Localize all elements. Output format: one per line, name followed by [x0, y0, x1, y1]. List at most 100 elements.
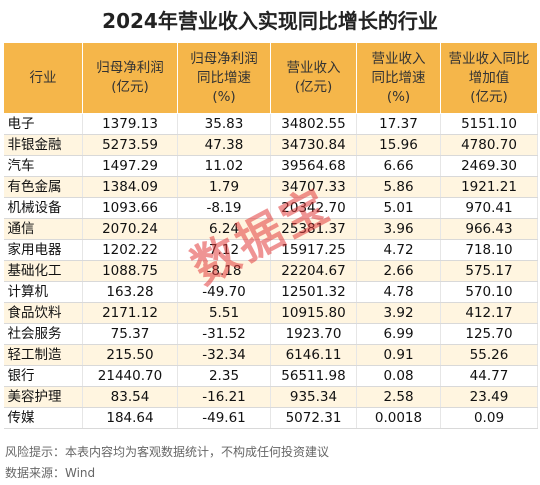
value-cell: 184.64	[82, 407, 178, 429]
table-row: 计算机 163.28 -49.70 12501.32 4.78 570.10	[3, 281, 538, 303]
industry-name-cell: 美容护理	[3, 386, 83, 408]
industry-name-cell: 非银金融	[3, 134, 83, 156]
value-cell: 570.10	[440, 281, 538, 303]
column-header-line: (亿元)	[470, 88, 508, 105]
value-cell: 1088.75	[82, 260, 178, 282]
column-header-line: (%)	[386, 88, 411, 105]
page-title: 2024年营业收入实现同比增长的行业	[102, 9, 438, 33]
industry-name-cell: 计算机	[3, 281, 83, 303]
table-row: 美容护理 83.54 -16.21 935.34 2.58 23.49	[3, 386, 538, 408]
industry-name-cell: 食品饮料	[3, 302, 83, 324]
value-cell: 2.58	[356, 386, 441, 408]
value-cell: 25381.37	[270, 218, 357, 240]
value-cell: 215.50	[82, 344, 178, 366]
value-cell: -16.21	[177, 386, 271, 408]
table-row: 有色金属 1384.09 1.79 34707.33 5.86 1921.21	[3, 176, 538, 198]
value-cell: 2070.24	[82, 218, 178, 240]
value-cell: 21440.70	[82, 365, 178, 387]
column-header-line: 归母净利润	[96, 60, 164, 76]
value-cell: 1923.70	[270, 323, 357, 345]
industry-name-cell: 银行	[3, 365, 83, 387]
industry-name-cell: 有色金属	[3, 176, 83, 198]
value-cell: 4.72	[356, 239, 441, 261]
value-cell: 4780.70	[440, 134, 538, 156]
column-header-line: 增加值	[468, 69, 510, 86]
value-cell: 4.78	[356, 281, 441, 303]
industry-name-cell: 机械设备	[3, 197, 83, 219]
value-cell: 575.17	[440, 260, 538, 282]
table-row: 社会服务 75.37 -31.52 1923.70 6.99 125.70	[3, 323, 538, 345]
value-cell: 20342.70	[270, 197, 357, 219]
column-header-line: (亿元)	[294, 79, 333, 95]
value-cell: 15.96	[356, 134, 441, 156]
industry-name-cell: 传媒	[3, 407, 83, 429]
value-cell: 10915.80	[270, 302, 357, 324]
value-cell: 2469.30	[440, 155, 538, 177]
value-cell: 47.38	[177, 134, 271, 156]
value-cell: 1093.66	[82, 197, 178, 219]
value-cell: 0.09	[440, 407, 538, 429]
table-row: 通信 2070.24 6.24 25381.37 3.96 966.43	[3, 218, 538, 240]
value-cell: 5151.10	[440, 113, 538, 135]
value-cell: 1921.21	[440, 176, 538, 198]
column-header-line: (亿元)	[111, 79, 149, 95]
value-cell: 2171.12	[82, 302, 178, 324]
industry-name-cell: 通信	[3, 218, 83, 240]
table-row: 电子 1379.13 35.83 34802.55 17.37 5151.10	[3, 113, 538, 135]
source-note: 数据来源：Wind	[5, 466, 96, 480]
column-header-line: 归母净利润	[190, 50, 258, 67]
table-row: 汽车 1497.29 11.02 39564.68 6.66 2469.30	[3, 155, 538, 177]
column-header: 行业	[3, 42, 83, 114]
value-cell: 0.91	[356, 344, 441, 366]
value-cell: 39564.68	[270, 155, 357, 177]
table-row: 家用电器 1202.22 7.12 15917.25 4.72 718.10	[3, 239, 538, 261]
industry-name-cell: 基础化工	[3, 260, 83, 282]
value-cell: 0.0018	[356, 407, 441, 429]
column-header-line: 营业收入	[371, 50, 426, 67]
value-cell: 1497.29	[82, 155, 178, 177]
column-header: 营业收入同比 增加值 (亿元)	[440, 42, 538, 114]
table-body: 电子 1379.13 35.83 34802.55 17.37 5151.10 非银金融 52…	[3, 113, 538, 429]
value-cell: 6.24	[177, 218, 271, 240]
value-cell: 5.01	[356, 197, 441, 219]
value-cell: 5273.59	[82, 134, 178, 156]
value-cell: 34730.84	[270, 134, 357, 156]
column-header-line: 同比增速	[371, 69, 426, 86]
value-cell: -49.70	[177, 281, 271, 303]
industry-name-cell: 社会服务	[3, 323, 83, 345]
value-cell: 34707.33	[270, 176, 357, 198]
value-cell: 412.17	[440, 302, 538, 324]
table-row: 传媒 184.64 -49.61 5072.31 0.0018 0.09	[3, 407, 538, 429]
risk-note: 风险提示：本表内容均为客观数据统计，不构成任何投资建议	[5, 445, 330, 459]
column-header: 营业收入同比增速 (%)	[356, 42, 441, 114]
value-cell: 11.02	[177, 155, 271, 177]
value-cell: 83.54	[82, 386, 178, 408]
value-cell: 34802.55	[270, 113, 357, 135]
value-cell: -31.52	[177, 323, 271, 345]
value-cell: 35.83	[177, 113, 271, 135]
value-cell: 75.37	[82, 323, 178, 345]
value-cell: 55.26	[440, 344, 538, 366]
value-cell: 0.08	[356, 365, 441, 387]
value-cell: 12501.32	[270, 281, 357, 303]
column-header: 归母净利润 同比增速 (%)	[177, 42, 271, 114]
value-cell: 6.99	[356, 323, 441, 345]
value-cell: 3.96	[356, 218, 441, 240]
value-cell: 23.49	[440, 386, 538, 408]
column-header-line: 同比增速	[197, 69, 251, 86]
industry-name-cell: 汽车	[3, 155, 83, 177]
value-cell: 1202.22	[82, 239, 178, 261]
value-cell: -49.61	[177, 407, 271, 429]
value-cell: 125.70	[440, 323, 538, 345]
table-row: 基础化工 1088.75 -8.18 22204.67 2.66 575.17	[3, 260, 538, 282]
column-header: 归母净利润 (亿元)	[82, 42, 178, 114]
value-cell: 6.66	[356, 155, 441, 177]
industry-name-cell: 电子	[3, 113, 83, 135]
table-header-row: 行业 归母净利润 (亿元) 归母净利润 同比增速 (%) 营业收入 (亿元) 营业收入 同比增速 (…	[3, 42, 538, 114]
value-cell: 5072.31	[270, 407, 357, 429]
value-cell: 56511.98	[270, 365, 357, 387]
table-row: 银行 21440.70 2.35 56511.98 0.08 44.77	[3, 365, 538, 387]
table-row: 轻工制造 215.50 -32.34 6146.11 0.91 55.26	[3, 344, 538, 366]
industry-table: 行业 归母净利润 (亿元) 归母净利润 同比增速 (%) 营业收入 (亿元) 营业收入 同比增速 (…	[3, 42, 538, 429]
value-cell: 718.10	[440, 239, 538, 261]
